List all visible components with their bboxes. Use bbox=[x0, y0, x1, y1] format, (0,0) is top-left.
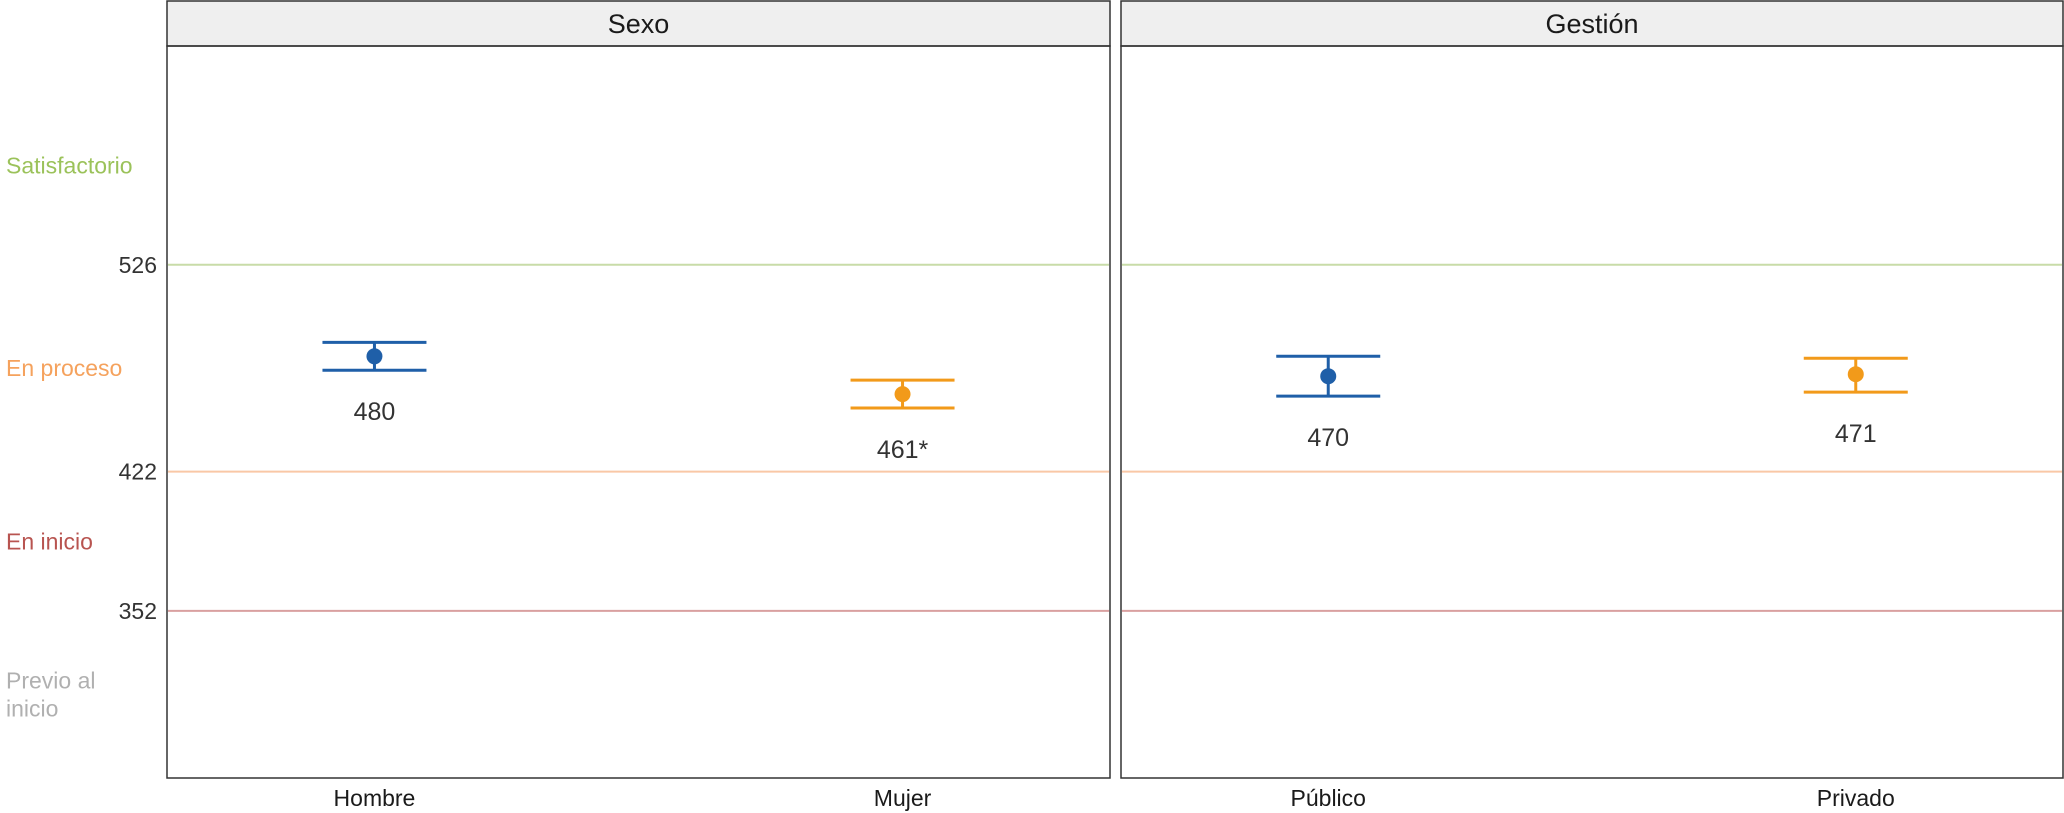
x-tick-label: Privado bbox=[1817, 785, 1895, 811]
level-label: En proceso bbox=[6, 355, 122, 381]
x-tick-label: Público bbox=[1291, 785, 1366, 811]
y-tick-label: 526 bbox=[119, 252, 157, 278]
point-marker bbox=[1320, 368, 1337, 385]
point-value-label: 471 bbox=[1835, 420, 1877, 448]
point-marker bbox=[366, 348, 383, 365]
point-marker bbox=[894, 386, 911, 403]
x-tick-label: Mujer bbox=[874, 785, 932, 811]
y-tick-label: 352 bbox=[119, 598, 157, 624]
panel-strip bbox=[166, 0, 1111, 47]
point-value-label: 461* bbox=[877, 436, 929, 464]
panel-frame bbox=[1120, 45, 2064, 779]
panel-title: Sexo bbox=[608, 9, 670, 39]
panel-title: Gestión bbox=[1545, 9, 1638, 39]
point-value-label: 470 bbox=[1307, 424, 1349, 452]
y-tick-label: 422 bbox=[119, 459, 157, 485]
level-label: En inicio bbox=[6, 528, 93, 554]
panel-strip bbox=[1120, 0, 2064, 47]
x-tick-label: Hombre bbox=[334, 785, 416, 811]
point-value-label: 480 bbox=[354, 398, 396, 426]
point-marker bbox=[1847, 366, 1864, 383]
panel-frame bbox=[166, 45, 1111, 779]
level-label: Satisfactorio bbox=[6, 152, 133, 178]
level-label: Previo al inicio bbox=[6, 667, 95, 721]
